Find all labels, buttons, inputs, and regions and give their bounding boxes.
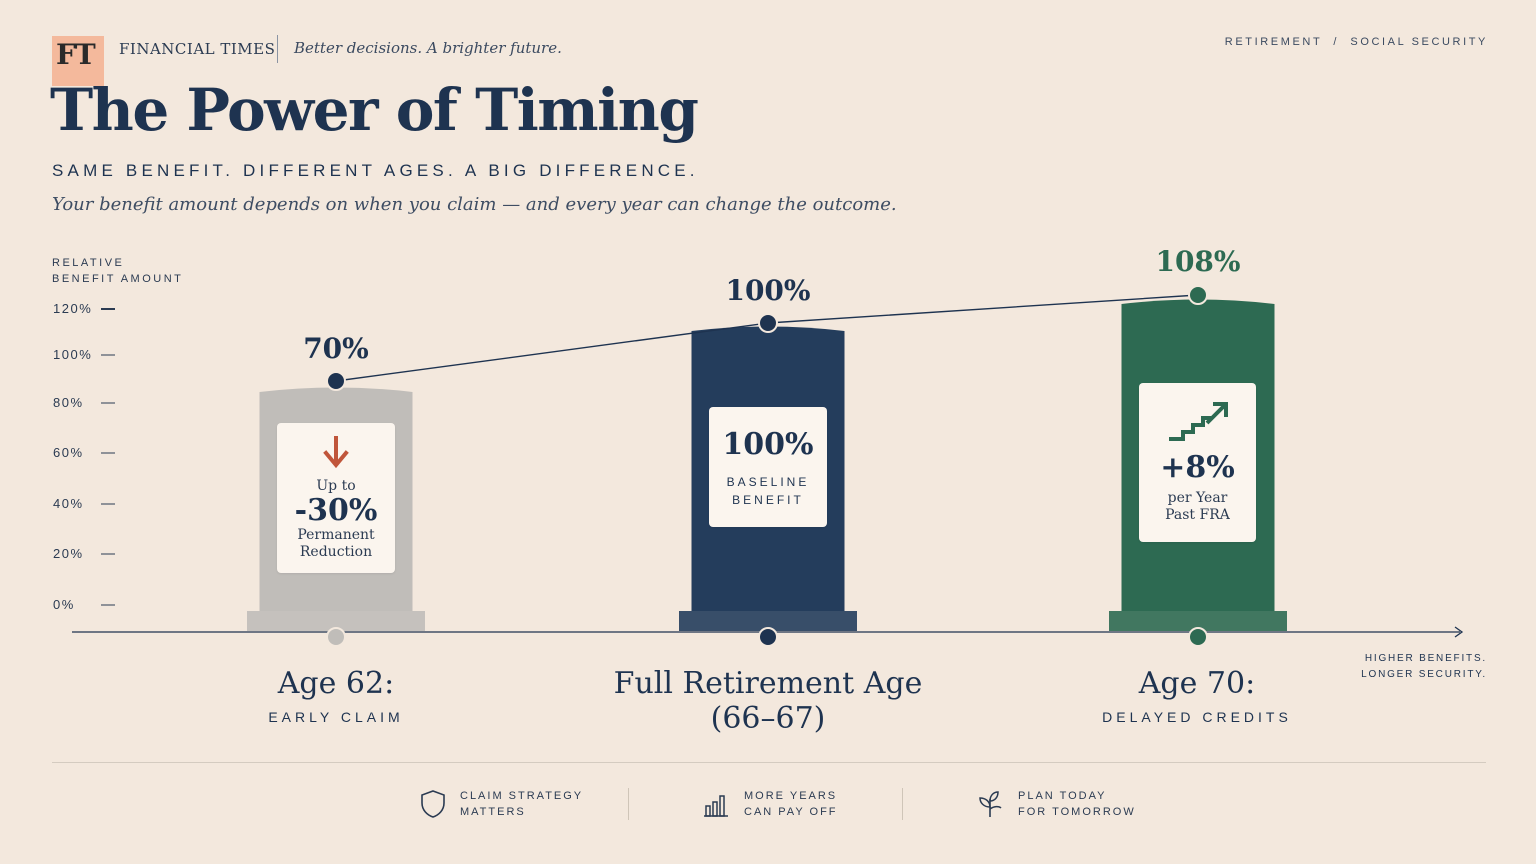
y-tick-label: 20% [53, 546, 84, 561]
shield-icon [421, 790, 445, 818]
callout-fra: 100% BASELINE BENEFIT [709, 407, 827, 527]
bar-chart-icon [704, 795, 728, 817]
footer-plan-line1: PLAN TODAY [1018, 790, 1107, 802]
value-dot [326, 371, 346, 391]
stairs-up-arrow-icon [1168, 402, 1228, 441]
age-label-early: Age 62: [277, 666, 395, 701]
y-axis-ticks: 0% 20% 40% 60% 80% 100% 120% [53, 301, 115, 612]
footer-item-strategy: CLAIM STRATEGY MATTERS [420, 788, 583, 820]
footer-years-line2: CAN PAY OFF [744, 806, 838, 818]
footer-item-plan: PLAN TODAY FOR TOMORROW [976, 788, 1136, 820]
value-label: 70% [303, 332, 369, 365]
callout-early-value: -30% [294, 493, 378, 528]
age-label-delayed: Age 70: [1138, 666, 1256, 701]
y-axis-label: RELATIVE BENEFIT AMOUNT [52, 255, 183, 287]
arrow-down-icon [323, 436, 349, 469]
breadcrumb: RETIREMENT / SOCIAL SECURITY [1224, 36, 1488, 48]
callout-fra-caps1: BASELINE [726, 475, 810, 489]
footer-strategy-line1: CLAIM STRATEGY [460, 790, 584, 802]
x-axis-dot [1188, 627, 1208, 647]
tagline: Better decisions. A brighter future. [294, 39, 562, 57]
page-subtitle: SAME BENEFIT. DIFFERENT AGES. A BIG DIFF… [52, 161, 699, 180]
age-sub-delayed: DELAYED CREDITS [1102, 709, 1292, 725]
callout-delayed-value: +8% [1160, 450, 1235, 485]
masthead-divider [277, 35, 278, 63]
footer-years-line1: MORE YEARS [744, 790, 838, 802]
callout-delayed-bottom1: per Year [1167, 490, 1228, 506]
footer-separator-1 [628, 788, 629, 820]
axis-note-line2: LONGER SECURITY. [1361, 669, 1487, 680]
callout-early-bottom1: Permanent [297, 527, 375, 543]
y-tick-label: 60% [53, 445, 84, 460]
callout-early-bottom2: Reduction [299, 544, 373, 560]
footer-plan-line2: FOR TOMORROW [1018, 806, 1136, 818]
y-tick-label: 80% [53, 395, 84, 410]
x-axis-arrow-icon [1454, 626, 1464, 638]
bar-plinth [679, 611, 857, 631]
bar-plinth [1109, 611, 1287, 631]
x-axis-dot [326, 627, 346, 647]
y-tick-label: 40% [53, 496, 84, 511]
value-labels: 70% 100% 108% [303, 245, 1240, 365]
footer-strategy-line2: MATTERS [460, 806, 526, 818]
y-tick-label: 120% [53, 301, 92, 316]
callout-fra-value: 100% [722, 427, 814, 462]
footer-separator-2 [902, 788, 903, 820]
bar-plinth [247, 611, 425, 631]
age-label-fra-line1: Full Retirement Age [613, 666, 923, 701]
page-title: The Power of Timing [50, 76, 699, 144]
footer-divider [52, 762, 1486, 763]
callout-fra-caps2: BENEFIT [732, 493, 804, 507]
logo-text: FT [56, 38, 96, 71]
age-label-fra-line2: (66–67) [710, 701, 826, 736]
footer-item-years: MORE YEARS CAN PAY OFF [702, 788, 838, 820]
x-axis-dots [326, 627, 1208, 647]
callout-early-top: Up to [316, 478, 356, 494]
page-description: Your benefit amount depends on when you … [52, 194, 897, 215]
value-label: 100% [725, 274, 810, 307]
logo-badge [52, 36, 104, 86]
axis-note-line1: HIGHER BENEFITS. [1364, 653, 1487, 664]
y-axis-label-line2: BENEFIT AMOUNT [52, 273, 184, 285]
value-dot [758, 313, 778, 333]
brand-name: FINANCIAL TIMES [119, 40, 276, 58]
value-dot [1188, 285, 1208, 305]
age-sub-early: EARLY CLAIM [268, 709, 404, 725]
axis-note: HIGHER BENEFITS. LONGER SECURITY. [1361, 651, 1487, 683]
callout-delayed: +8% per Year Past FRA [1139, 383, 1256, 542]
connector-line-group [326, 285, 1208, 391]
y-tick-label: 0% [53, 597, 75, 612]
callout-early-claim: Up to -30% Permanent Reduction [277, 423, 395, 573]
y-tick-label: 100% [53, 347, 92, 362]
value-label: 108% [1155, 245, 1240, 278]
y-axis-label-line1: RELATIVE [52, 257, 125, 269]
callout-delayed-bottom2: Past FRA [1165, 507, 1230, 523]
x-axis-dot [758, 627, 778, 647]
sprout-icon [979, 791, 1002, 817]
